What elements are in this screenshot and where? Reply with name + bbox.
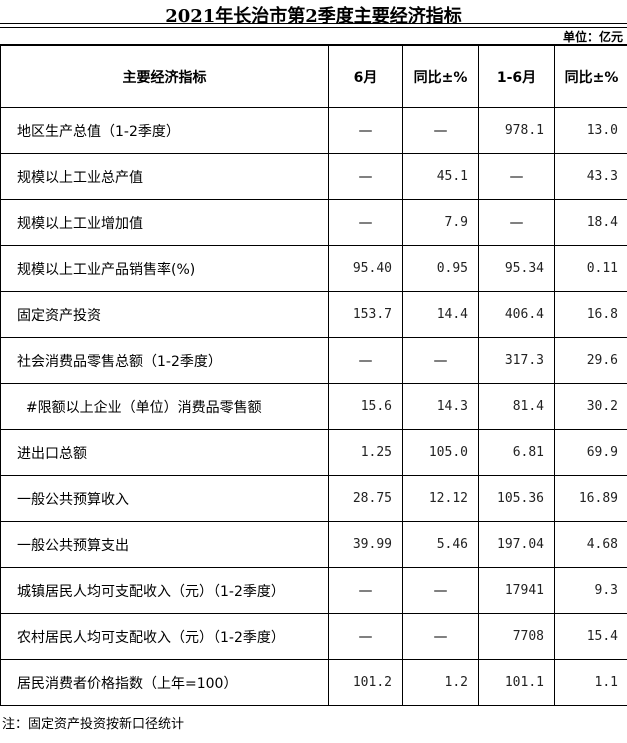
value-cell: 28.75 (328, 475, 403, 522)
value-cell: — (328, 337, 403, 384)
value-cell: 101.2 (328, 659, 403, 706)
indicator-name: 规模以上工业增加值 (0, 199, 329, 246)
value-cell: — (478, 199, 555, 246)
value-cell: — (328, 153, 403, 200)
value-cell: 14.4 (402, 291, 479, 338)
value-cell: 81.4 (478, 383, 555, 430)
value-cell: 4.68 (554, 521, 627, 568)
value-cell: — (402, 337, 479, 384)
value-cell: 43.3 (554, 153, 627, 200)
value-cell: 5.46 (402, 521, 479, 568)
page-title: 2021年长治市第2季度主要经济指标 (165, 6, 462, 27)
table-row: 城镇居民人均可支配收入（元）（1-2季度） — —17941 9.3 (0, 567, 627, 614)
table-row: #限额以上企业（单位）消费品零售额 15.6 14.3 81.4 30.2 (0, 383, 627, 430)
table-row: 社会消费品零售总额（1-2季度） — —317.3 29.6 (0, 337, 627, 384)
header-june: 6月 (328, 44, 403, 108)
value-cell: 45.1 (402, 153, 479, 200)
value-cell: 15.4 (554, 613, 627, 660)
table-row: 居民消费者价格指数（上年=100） 101.2 1.2 101.1 1.1 (0, 659, 627, 706)
value-cell: — (328, 567, 403, 614)
table-row: 固定资产投资 153.7 14.4 406.4 16.8 (0, 291, 627, 338)
value-cell: 69.9 (554, 429, 627, 476)
header-ytd-yoy: 同比±% (554, 44, 627, 108)
value-cell: 0.11 (554, 245, 627, 292)
value-cell: 18.4 (554, 199, 627, 246)
value-cell: — (402, 107, 479, 154)
value-cell: 978.1 (478, 107, 555, 154)
table-row: 一般公共预算支出 39.99 5.46 197.04 4.68 (0, 521, 627, 568)
value-cell: 0.95 (402, 245, 479, 292)
value-cell: 1.25 (328, 429, 403, 476)
indicator-name: 城镇居民人均可支配收入（元）（1-2季度） (0, 567, 329, 614)
value-cell: 12.12 (402, 475, 479, 522)
value-cell: — (478, 153, 555, 200)
value-cell: 14.3 (402, 383, 479, 430)
value-cell: 7708 (478, 613, 555, 660)
table-row: 农村居民人均可支配收入（元）（1-2季度） — —7708 15.4 (0, 613, 627, 660)
value-cell: — (328, 199, 403, 246)
value-cell: 16.89 (554, 475, 627, 522)
value-cell: 16.8 (554, 291, 627, 338)
indicator-name: #限额以上企业（单位）消费品零售额 (0, 383, 329, 430)
value-cell: 1.1 (554, 659, 627, 706)
value-cell: 39.99 (328, 521, 403, 568)
table-row: 进出口总额 1.25 105.0 6.81 69.9 (0, 429, 627, 476)
value-cell: — (402, 567, 479, 614)
indicator-name: 地区生产总值（1-2季度） (0, 107, 329, 154)
value-cell: 13.0 (554, 107, 627, 154)
indicator-name: 进出口总额 (0, 429, 329, 476)
header-ytd: 1-6月 (478, 44, 555, 108)
table-row: 规模以上工业总产值 —45.1—43.3 (0, 153, 627, 200)
value-cell: — (328, 107, 403, 154)
indicator-name: 居民消费者价格指数（上年=100） (0, 659, 329, 706)
title-divider (0, 23, 627, 28)
indicator-name: 一般公共预算收入 (0, 475, 329, 522)
value-cell: 29.6 (554, 337, 627, 384)
value-cell: 105.36 (478, 475, 555, 522)
header-june-yoy: 同比±% (402, 44, 479, 108)
value-cell: — (402, 613, 479, 660)
indicator-name: 社会消费品零售总额（1-2季度） (0, 337, 329, 384)
indicator-name: 规模以上工业产品销售率(%) (0, 245, 329, 292)
value-cell: 1.2 (402, 659, 479, 706)
indicator-name: 规模以上工业总产值 (0, 153, 329, 200)
indicator-name: 一般公共预算支出 (0, 521, 329, 568)
indicator-name: 农村居民人均可支配收入（元）（1-2季度） (0, 613, 329, 660)
value-cell: 197.04 (478, 521, 555, 568)
value-cell: — (328, 613, 403, 660)
unit-label: 单位：亿元 (562, 30, 623, 44)
value-cell: 101.1 (478, 659, 555, 706)
value-cell: 30.2 (554, 383, 627, 430)
value-cell: 95.34 (478, 245, 555, 292)
value-cell: 406.4 (478, 291, 555, 338)
indicators-table: 主要经济指标 6月 同比±% 1-6月 同比±% 地区生产总值（1-2季度） — —… (0, 44, 627, 706)
value-cell: 153.7 (328, 291, 403, 338)
header-row: 主要经济指标 6月 同比±% 1-6月 同比±% (0, 44, 627, 108)
table-row: 规模以上工业增加值 —7.9—18.4 (0, 199, 627, 246)
indicator-name: 固定资产投资 (0, 291, 329, 338)
header-indicator: 主要经济指标 (0, 44, 329, 108)
value-cell: 15.6 (328, 383, 403, 430)
value-cell: 9.3 (554, 567, 627, 614)
table-row: 地区生产总值（1-2季度） — —978.1 13.0 (0, 107, 627, 154)
value-cell: 6.81 (478, 429, 555, 476)
value-cell: 95.40 (328, 245, 403, 292)
value-cell: 7.9 (402, 199, 479, 246)
value-cell: 17941 (478, 567, 555, 614)
table-row: 规模以上工业产品销售率(%) 95.40 0.95 95.34 0.11 (0, 245, 627, 292)
value-cell: 105.0 (402, 429, 479, 476)
table-row: 一般公共预算收入 28.75 12.12 105.36 16.89 (0, 475, 627, 522)
value-cell: 317.3 (478, 337, 555, 384)
footnote: 注：固定资产投资按新口径统计 (2, 717, 185, 732)
